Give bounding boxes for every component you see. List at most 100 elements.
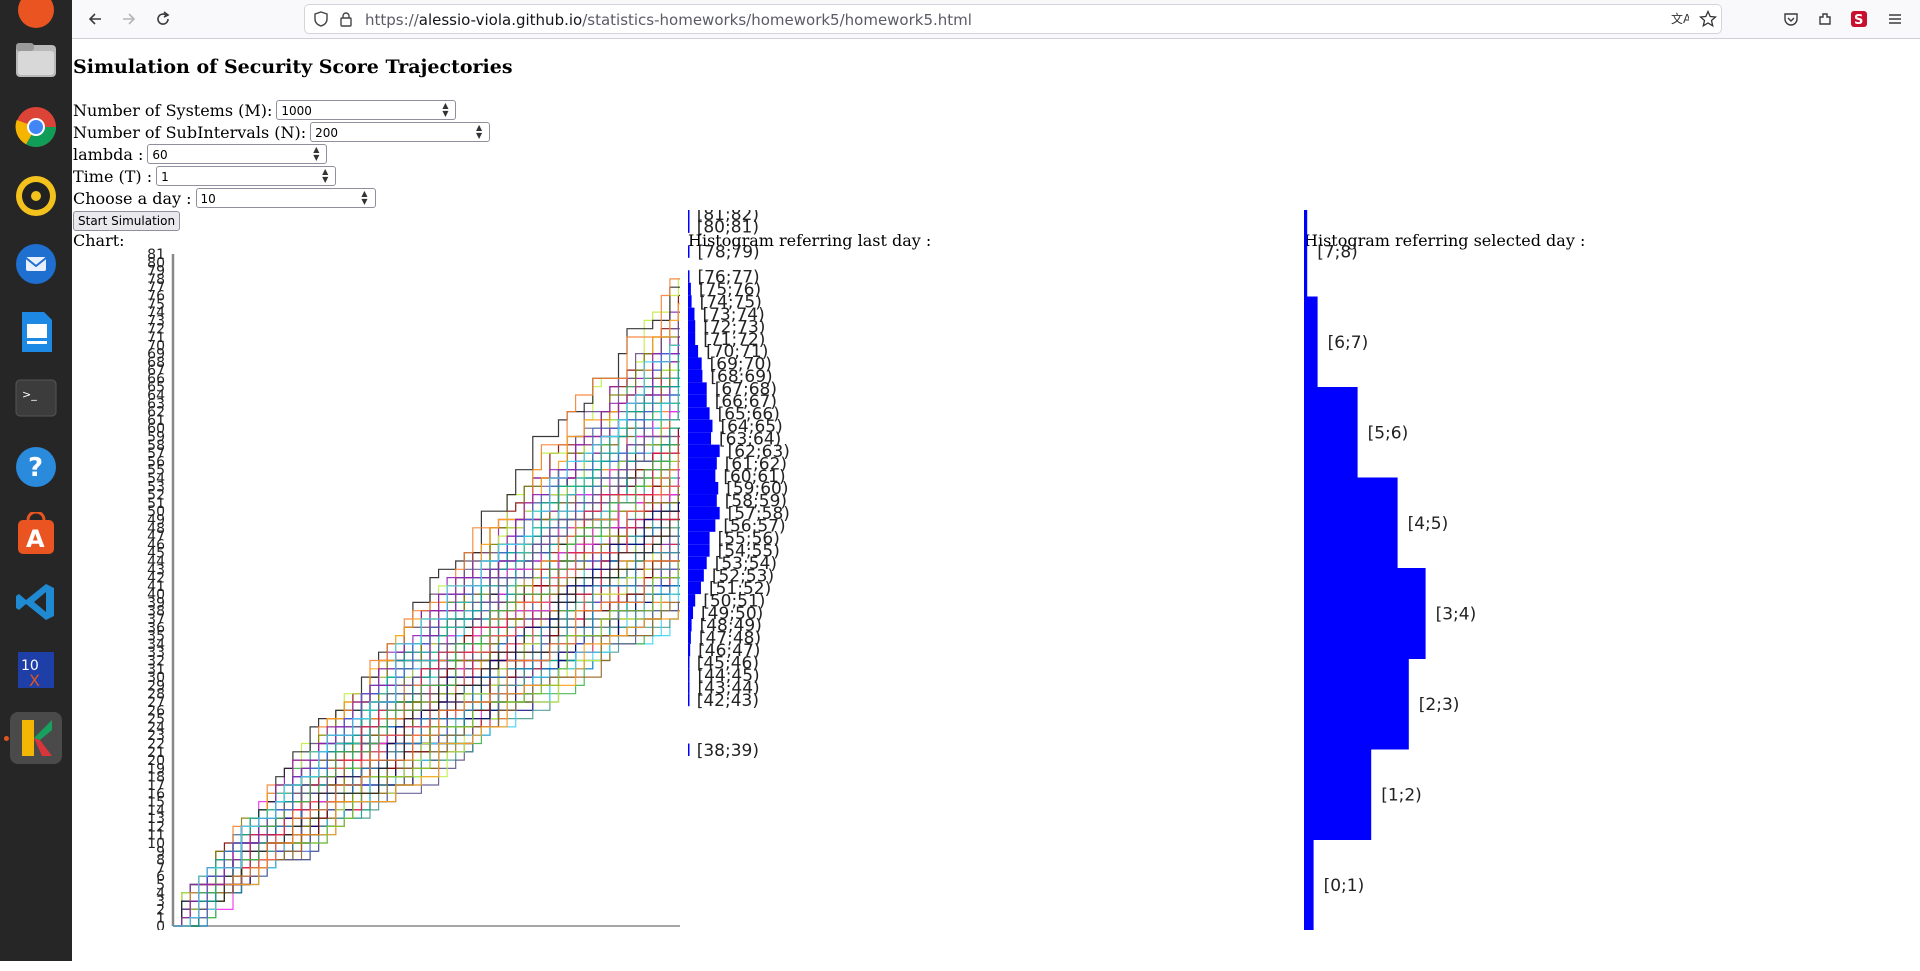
active-app-indicator <box>4 736 9 741</box>
hist-last-category-label: [56;57) <box>723 517 785 537</box>
extensions-icon[interactable] <box>1812 6 1838 32</box>
show-apps-icon[interactable] <box>24 952 50 967</box>
y-tick-label: 35 <box>147 629 165 645</box>
hist-last-category-label: [65;66) <box>718 405 780 425</box>
extension-s-icon[interactable]: S <box>1846 6 1872 32</box>
hist-last-bar <box>688 544 710 557</box>
trajectory-line <box>173 353 680 927</box>
reload-icon[interactable] <box>150 6 176 32</box>
y-tick-label: 33 <box>147 645 165 661</box>
y-tick-label: 55 <box>147 463 165 479</box>
hist-last-category-label: [42;43) <box>697 691 759 711</box>
hist-last-category-label: [38;39) <box>697 741 759 761</box>
hist-last-category-label: [72;73) <box>703 317 765 337</box>
terminal-icon[interactable]: >_ <box>10 372 62 424</box>
trajectory-line <box>173 518 680 927</box>
hist-last-category-label: [57;58) <box>728 504 790 524</box>
hist-last-bar <box>688 556 707 570</box>
y-tick-label: 45 <box>147 546 165 562</box>
hist-selected-bar <box>1304 658 1409 750</box>
libreoffice-impress-icon[interactable] <box>10 306 62 358</box>
kolourpaint-icon[interactable] <box>10 712 62 764</box>
systems-input[interactable]: 1000 ▲ ▼ <box>276 100 457 120</box>
svg-text:文A: 文A <box>1671 11 1689 26</box>
hist-selected-category-label: [6;7) <box>1328 333 1369 353</box>
hist-last-category-label: [68;69) <box>710 367 772 387</box>
lock-icon[interactable] <box>339 11 353 31</box>
bookmark-star-icon[interactable] <box>1698 9 1718 32</box>
hist-last-bar <box>688 307 695 321</box>
url-bar[interactable]: https://alessio-viola.github.io/statisti… <box>304 4 1722 34</box>
files-icon[interactable] <box>10 33 62 85</box>
browser-toolbar: https://alessio-viola.github.io/statisti… <box>72 0 1920 39</box>
url-text[interactable]: https://alessio-viola.github.io/statisti… <box>365 11 972 29</box>
hist-last-bar <box>688 606 694 619</box>
trajectory-line <box>173 435 680 927</box>
y-tick-label: 13 <box>147 811 165 827</box>
hist-last-category-label: [69;70) <box>710 355 772 375</box>
trajectory-line <box>173 452 680 927</box>
spinner-icon[interactable]: ▲ ▼ <box>476 123 483 140</box>
field-label: lambda : <box>73 144 144 164</box>
y-tick-label: 6 <box>156 869 165 885</box>
trajectory-line <box>173 510 680 927</box>
trajectory-line <box>173 568 680 927</box>
spinner-icon[interactable]: ▲ ▼ <box>322 167 329 184</box>
field-label: Time (T) : <box>73 166 153 186</box>
time-input[interactable]: 1 ▲ ▼ <box>156 166 337 186</box>
back-icon[interactable] <box>82 6 108 32</box>
lambda-input[interactable]: 60 ▲ ▼ <box>147 144 328 164</box>
svg-text:10: 10 <box>21 658 39 674</box>
menu-icon[interactable] <box>1882 6 1908 32</box>
hist-last-bar <box>688 656 690 669</box>
field-lambda: lambda : 60 ▲ ▼ <box>73 144 328 164</box>
hist-last-category-label: [54;55) <box>718 542 780 562</box>
spinner-icon[interactable]: ▲ ▼ <box>361 189 368 206</box>
hist-last-bar <box>688 506 720 520</box>
day-input[interactable]: 10 ▲ ▼ <box>195 188 376 208</box>
bit-icon[interactable]: 10 X <box>10 644 62 696</box>
thunderbird-icon[interactable] <box>10 238 62 290</box>
hist-last-category-label: [67;68) <box>715 380 777 400</box>
hist-last-bar <box>688 469 716 482</box>
hist-selected-category-label: [0;1) <box>1324 876 1365 896</box>
trajectory-line <box>173 469 680 927</box>
hist-last-bar <box>688 407 710 420</box>
hist-last-bar <box>688 369 703 383</box>
y-tick-label: 5 <box>156 878 165 894</box>
chrome-icon[interactable] <box>10 101 62 153</box>
start-simulation-button[interactable]: Start Simulation <box>73 211 181 231</box>
subintervals-input[interactable]: 200 ▲ ▼ <box>310 122 491 142</box>
trajectory-line <box>173 610 680 927</box>
hist-last-bar <box>688 382 707 395</box>
y-tick-label: 40 <box>147 587 165 603</box>
y-tick-label: 72 <box>147 322 165 338</box>
trajectory-line <box>173 411 680 927</box>
spinner-icon[interactable]: ▲ ▼ <box>313 145 320 162</box>
pocket-icon[interactable] <box>1778 6 1804 32</box>
y-tick-label: 12 <box>147 819 165 835</box>
hist-last-bar <box>688 668 690 682</box>
vscode-icon[interactable] <box>10 576 62 628</box>
field-day: Choose a day : 10 ▲ ▼ <box>73 188 376 208</box>
hist-last-bar <box>688 494 717 507</box>
url-scheme: https:// <box>365 11 419 29</box>
svg-text:?: ? <box>28 453 43 483</box>
shield-icon[interactable] <box>313 11 329 31</box>
app-center-icon[interactable]: A <box>10 508 62 560</box>
ubuntu-software-center-icon[interactable] <box>10 0 62 36</box>
trajectory-line <box>173 469 680 927</box>
hist-selected-category-label: [4;5) <box>1408 514 1449 534</box>
forward-icon[interactable] <box>116 6 142 32</box>
y-tick-label: 16 <box>147 786 165 802</box>
rhythmbox-icon[interactable] <box>10 170 62 222</box>
trajectory-line <box>173 402 680 927</box>
spinner-icon[interactable]: ▲ ▼ <box>442 101 449 118</box>
y-tick-label: 54 <box>147 471 165 487</box>
hist-selected-category-label: [2;3) <box>1419 695 1460 715</box>
help-icon[interactable]: ? <box>10 441 62 493</box>
y-tick-label: 41 <box>147 579 165 595</box>
trajectory-line <box>173 585 680 927</box>
y-tick-label: 22 <box>147 736 165 752</box>
translate-icon[interactable]: 文A <box>1671 11 1692 31</box>
